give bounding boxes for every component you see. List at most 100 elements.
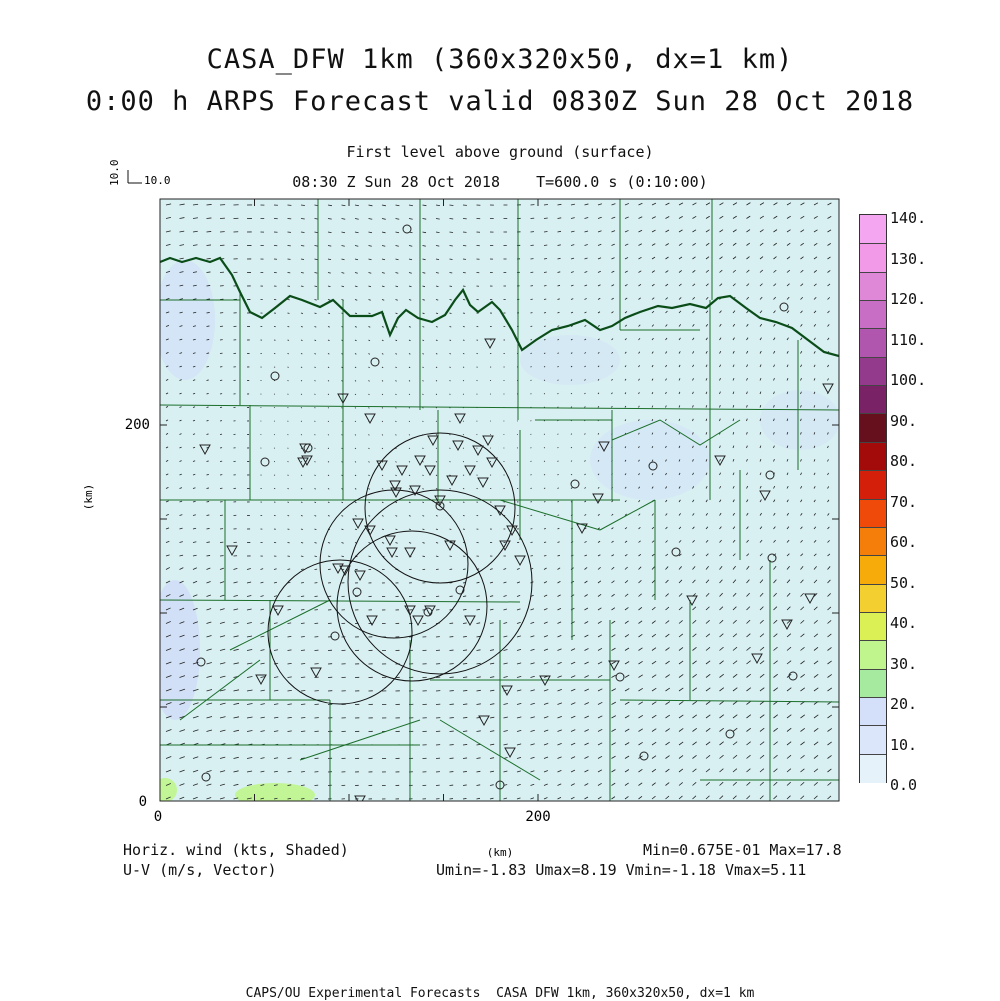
colorbar-label: 50.: [890, 574, 917, 592]
wind-vector: [409, 408, 410, 409]
wind-vector: [463, 569, 466, 570]
wind-vector: [207, 501, 210, 502]
wind-vector: [544, 312, 546, 313]
colorbar-segment: [860, 669, 886, 698]
wind-vector: [463, 785, 467, 786]
wind-vector: [463, 596, 466, 597]
wind-vector: [315, 408, 316, 409]
wind-vector: [544, 366, 545, 367]
wind-vector: [382, 435, 383, 436]
wind-vector: [558, 447, 559, 448]
wind-vector: [544, 528, 546, 529]
wind-vector: [328, 435, 329, 436]
wind-vector: [207, 393, 209, 394]
colorbar-label: 40.: [890, 614, 917, 632]
wind-vector: [342, 408, 343, 409]
wind-vector: [207, 258, 211, 259]
wind-vector: [436, 489, 437, 490]
wind-vector: [207, 407, 209, 408]
wind-vector: [409, 448, 410, 449]
wind-vector: [436, 462, 437, 463]
wind-vector: [463, 798, 466, 799]
wind-vector: [463, 677, 467, 678]
wind-vector: [369, 435, 370, 436]
wind-vector: [315, 516, 317, 517]
colorbar-segment: [860, 725, 886, 754]
wind-vector: [463, 758, 467, 759]
colorbar-label: 110.: [890, 331, 926, 349]
wind-vector: [463, 609, 466, 610]
wind-vector: [450, 502, 451, 503]
colorbar-segment: [860, 555, 886, 584]
wind-vector: [423, 448, 424, 449]
wind-vector: [544, 258, 547, 259]
wind-vector: [436, 408, 437, 409]
wind-vector: [207, 542, 210, 543]
wind-vector: [207, 366, 209, 367]
colorbar-segment: [860, 215, 886, 243]
wind-vector: [558, 461, 559, 462]
wind-vector: [207, 218, 212, 219]
minmax-label: Min=0.675E-01 Max=17.8: [643, 843, 842, 858]
wind-vector: [544, 542, 546, 543]
colorbar-label: 100.: [890, 371, 926, 389]
wind-vector: [315, 435, 316, 436]
wind-vector: [450, 381, 451, 382]
wind-vector: [207, 461, 209, 462]
colorbar-label: 30.: [890, 655, 917, 673]
wind-vector: [544, 218, 548, 219]
x-tick-200: 200: [525, 809, 550, 825]
wind-vector: [436, 421, 437, 422]
wind-vector: [423, 394, 424, 395]
wind-vector: [315, 381, 316, 382]
wind-vector: [450, 205, 454, 206]
wind-vector: [409, 435, 410, 436]
wind-vector: [315, 529, 317, 530]
shade-patch: [235, 783, 315, 807]
wind-vector: [328, 408, 329, 409]
wind-vector: [450, 421, 451, 422]
wind-vector: [315, 300, 317, 301]
wind-vector: [315, 502, 316, 503]
wind-vector: [207, 353, 210, 354]
wind-vector: [315, 340, 317, 341]
wind-vector: [315, 475, 316, 476]
wind-vector: [450, 232, 454, 233]
wind-vector: [207, 339, 210, 340]
wind-vector: [544, 393, 545, 394]
wind-vector: [544, 353, 545, 354]
colorbar-segment: [860, 470, 886, 499]
wind-vector: [315, 448, 316, 449]
field-legend: Horiz. wind (kts, Shaded): [123, 843, 349, 858]
colorbar-segment: [860, 300, 886, 329]
wind-vector: [450, 300, 452, 301]
vector-key-vertical: 10.0: [108, 160, 121, 187]
wind-vector: [355, 435, 356, 436]
wind-vector: [463, 744, 467, 745]
wind-vector: [463, 623, 467, 624]
wind-vector: [450, 354, 451, 355]
y-axis-label: (km): [82, 484, 95, 511]
wind-vector: [328, 462, 329, 463]
wind-vector: [544, 380, 545, 381]
wind-vector: [315, 462, 316, 463]
wind-vector: [450, 448, 451, 449]
wind-vector: [342, 421, 343, 422]
wind-vector: [423, 381, 424, 382]
wind-vector: [544, 501, 545, 502]
wind-vector: [544, 272, 547, 273]
footer-credit: CAPS/OU Experimental Forecasts CASA DFW …: [0, 987, 1000, 1000]
wind-vector: [544, 447, 545, 448]
wind-vector: [544, 231, 548, 232]
wind-vector: [207, 515, 210, 516]
wind-vector: [396, 421, 397, 422]
wind-vector: [436, 435, 437, 436]
wind-vector: [288, 569, 291, 570]
wind-vector: [463, 690, 467, 691]
colorbar-segment: [860, 442, 886, 471]
wind-vector: [207, 204, 212, 205]
wind-vector: [544, 420, 545, 421]
wind-vector: [315, 367, 316, 368]
wind-vector: [436, 394, 437, 395]
colorbar-segment: [860, 499, 886, 528]
